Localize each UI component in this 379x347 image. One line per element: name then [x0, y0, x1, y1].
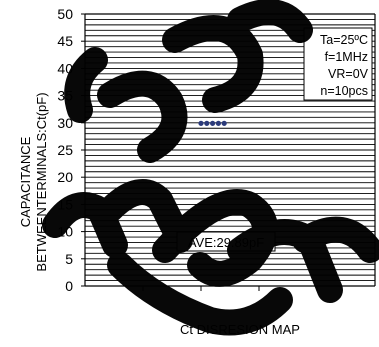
- condition-line: f=1MHz: [325, 50, 368, 64]
- condition-line: n=10pcs: [320, 84, 368, 98]
- data-point: [221, 120, 227, 126]
- data-points: [198, 120, 227, 126]
- y-axis-label: CAPACITANCE BETWEENTERMINALS:Ct(pF): [18, 92, 49, 271]
- watermark: [42, 0, 379, 336]
- y-axis-label-line-2: BETWEENTERMINALS:Ct(pF): [34, 92, 49, 271]
- data-point: [198, 120, 204, 126]
- y-tick-label: 45: [57, 33, 73, 49]
- y-tick-label: 25: [57, 142, 73, 158]
- data-point: [204, 120, 210, 126]
- y-tick-label: 5: [65, 251, 73, 267]
- conditions-box-frame: [303, 27, 373, 101]
- y-tick-label: 30: [57, 115, 73, 131]
- conditions-box: Ta=25ºC f=1MHz VR=0V n=10pcs: [303, 27, 373, 101]
- y-axis-label-line-1: CAPACITANCE: [18, 136, 33, 227]
- y-tick-label: 0: [65, 278, 73, 294]
- condition-line: Ta=25ºC: [320, 33, 368, 47]
- y-tick-label: 20: [57, 169, 73, 185]
- y-tick-label: 50: [57, 6, 73, 22]
- watermark-stroke: [42, 0, 379, 336]
- condition-line: VR=0V: [328, 67, 369, 81]
- data-point: [215, 120, 221, 126]
- data-point: [210, 120, 216, 126]
